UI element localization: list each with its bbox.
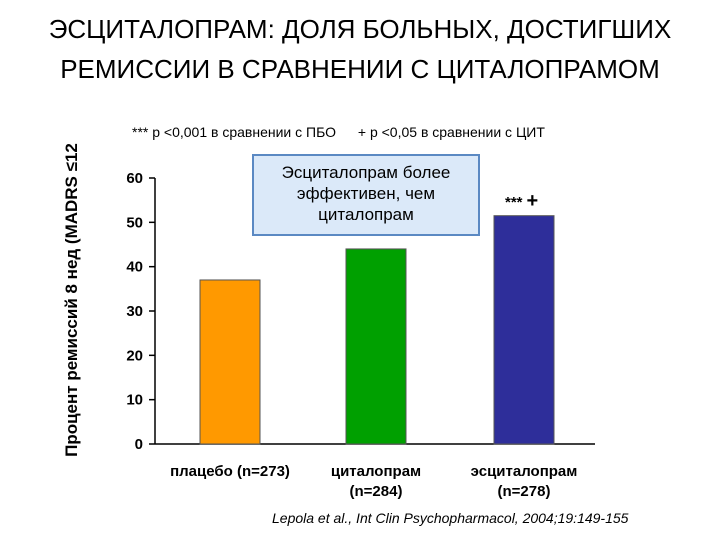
significance-stars: *** [505,194,523,211]
bar-2 [345,248,407,445]
y-tick-label: 40 [126,259,143,276]
x-tick-label-line: циталопрам [330,463,422,480]
bar-1 [199,279,261,445]
page-title-line2: РЕМИССИИ В СРАВНЕНИИ С ЦИТАЛОПРАМОМ [60,54,660,84]
y-tick-label: 60 [126,170,143,187]
y-tick-label: 20 [126,347,143,364]
y-tick-label: 30 [126,303,143,320]
bar-3 [493,215,555,445]
legend-item-pbo: *** p <0,001 в сравнении с ПБО [132,124,336,140]
y-tick-label: 50 [126,214,143,231]
x-tick-label-line: плацебо (n=273) [170,463,290,480]
callout-box: Эсциталопрам более эффективен, чем цитал… [252,154,480,236]
x-tick-label: циталопрам (n=284) [301,462,451,502]
legend-item-cit: + p <0,05 в сравнении с ЦИТ [357,124,545,140]
page-title: ЭСЦИТАЛОПРАМ: ДОЛЯ БОЛЬНЫХ, ДОСТИГШИХ [48,14,672,44]
significance-plus: + [526,190,539,212]
x-tick-label-line: эсциталопрам [470,463,578,480]
y-tick-label: 0 [135,436,143,453]
citation: Lepola et al., Int Clin Psychopharmacol,… [272,510,629,526]
x-tick-label: плацебо (n=273) [155,462,305,482]
significance-marker: *** + [505,190,538,213]
x-tick-label-line: (n=284) [349,483,403,500]
significance-legend: *** p <0,001 в сравнении с ПБО + p <0,05… [132,124,563,140]
y-tick-label: 10 [126,392,143,409]
x-tick-label: эсциталопрам (n=278) [449,462,599,502]
x-tick-label-line: (n=278) [497,483,551,500]
